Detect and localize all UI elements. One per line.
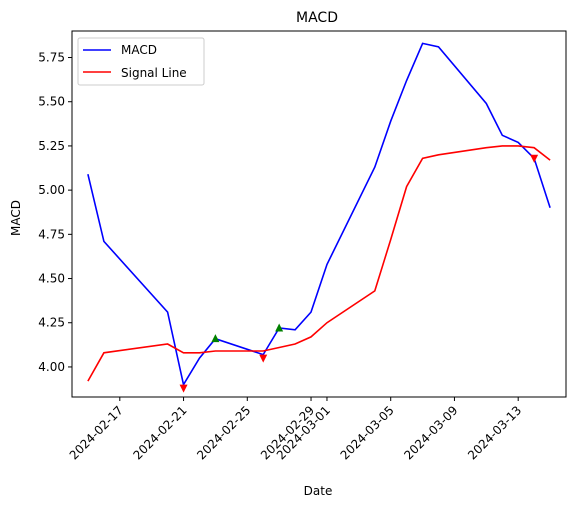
buy-signal-marker [275,323,284,332]
y-tick-label: 4.25 [38,316,65,330]
y-tick-label: 5.75 [38,51,65,65]
y-tick-label: 4.75 [38,227,65,241]
y-tick-label: 5.25 [38,139,65,153]
sell-signal-marker [179,384,188,393]
buy-signal-marker [211,334,220,343]
sell-signal-marker [259,354,268,363]
series-line-macd [87,42,551,387]
series-line-signal-line [87,145,551,382]
y-axis: 4.00 4.25 4.50 4.75 5.00 5.25 5.50 5.75 [38,51,72,374]
y-tick-label: 4.00 [38,360,65,374]
axes-frame [71,30,567,398]
sell-signal-marker [530,154,539,163]
y-tick-label: 4.50 [38,272,65,286]
y-axis-label: MACD [9,200,23,236]
y-tick-label: 5.50 [38,95,65,109]
plot-area [87,42,551,393]
legend: MACD Signal Line [77,37,205,86]
legend-signal-label: Signal Line [121,66,187,80]
legend-macd-label: MACD [121,43,157,57]
x-axis-label: Date [304,484,333,498]
y-tick-label: 5.00 [38,183,65,197]
chart-title: MACD [296,10,338,26]
